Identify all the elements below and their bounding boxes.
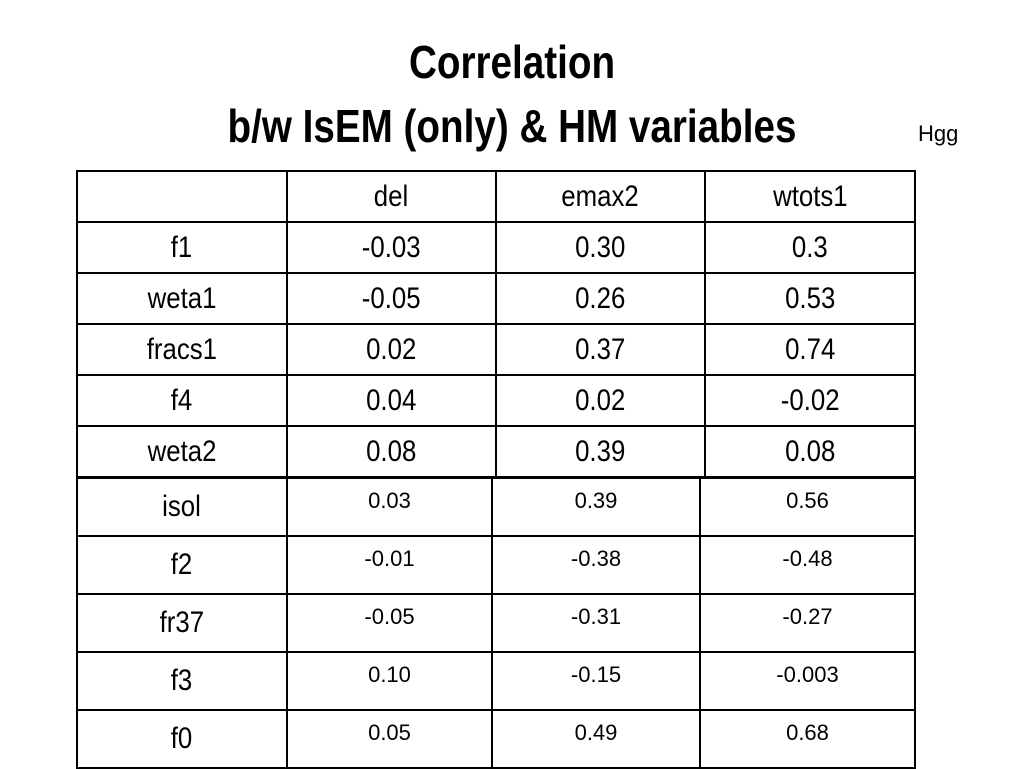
table-row: f1 -0.03 0.30 0.3 [76, 221, 916, 274]
table-row: f2 -0.01 -0.38 -0.48 [76, 535, 916, 595]
table-cell: -0.15 [491, 651, 701, 711]
table-cell: 0.02 [495, 374, 706, 427]
title-line-1: Correlation [408, 36, 616, 88]
row-label: f2 [76, 535, 288, 595]
table-cell: -0.38 [491, 535, 701, 595]
table-cell: 0.56 [699, 477, 916, 537]
table-cell: 0.10 [286, 651, 493, 711]
table-cell: -0.05 [286, 593, 493, 653]
table-row: weta2 0.08 0.39 0.08 [76, 425, 916, 478]
table-cell: 0.30 [495, 221, 706, 274]
table-cell: -0.003 [699, 651, 916, 711]
row-label: weta1 [76, 272, 288, 325]
table-row: isol 0.03 0.39 0.56 [76, 477, 916, 537]
table-row: f4 0.04 0.02 -0.02 [76, 374, 916, 427]
table-cell: -0.03 [286, 221, 497, 274]
row-label: f3 [76, 651, 288, 711]
table-cell: -0.27 [699, 593, 916, 653]
table-cell: 0.53 [704, 272, 916, 325]
corner-tag: Hgg [918, 121, 959, 146]
correlation-table-bottom: isol 0.03 0.39 0.56 f2 -0.01 -0.38 -0.48… [76, 477, 916, 769]
table-cell: 0.02 [286, 323, 497, 376]
table-cell: 0.3 [704, 221, 916, 274]
table-row: f0 0.05 0.49 0.68 [76, 709, 916, 769]
row-label: fracs1 [76, 323, 288, 376]
table-cell: 0.08 [286, 425, 497, 478]
page-title: Correlation b/w IsEM (only) & HM variabl… [82, 30, 942, 158]
table-cell: -0.48 [699, 535, 916, 595]
row-label: fr37 [76, 593, 288, 653]
table-row: fr37 -0.05 -0.31 -0.27 [76, 593, 916, 653]
table-cell: -0.05 [286, 272, 497, 325]
header-cell-empty [76, 170, 288, 223]
row-label: f1 [76, 221, 288, 274]
correlation-table-top: del emax2 wtots1 f1 -0.03 0.30 0.3 weta1… [76, 170, 916, 478]
table-cell: -0.02 [704, 374, 916, 427]
title-line-2: b/w IsEM (only) & HM variables [227, 100, 797, 152]
table-header-row: del emax2 wtots1 [76, 170, 916, 223]
table-cell: 0.39 [495, 425, 706, 478]
table-cell: 0.04 [286, 374, 497, 427]
table-row: f3 0.10 -0.15 -0.003 [76, 651, 916, 711]
table-row: fracs1 0.02 0.37 0.74 [76, 323, 916, 376]
table-cell: 0.74 [704, 323, 916, 376]
table-cell: -0.01 [286, 535, 493, 595]
table-row: weta1 -0.05 0.26 0.53 [76, 272, 916, 325]
table-cell: 0.05 [286, 709, 493, 769]
table-cell: 0.08 [704, 425, 916, 478]
table-cell: 0.26 [495, 272, 706, 325]
table-cell: 0.68 [699, 709, 916, 769]
row-label: f0 [76, 709, 288, 769]
header-cell-wtots1: wtots1 [704, 170, 916, 223]
header-cell-emax2: emax2 [495, 170, 706, 223]
table-cell: 0.49 [491, 709, 701, 769]
table-cell: -0.31 [491, 593, 701, 653]
table-cell: 0.03 [286, 477, 493, 537]
header-cell-del: del [286, 170, 497, 223]
table-cell: 0.37 [495, 323, 706, 376]
row-label: isol [76, 477, 288, 537]
table-cell: 0.39 [491, 477, 701, 537]
row-label: weta2 [76, 425, 288, 478]
row-label: f4 [76, 374, 288, 427]
